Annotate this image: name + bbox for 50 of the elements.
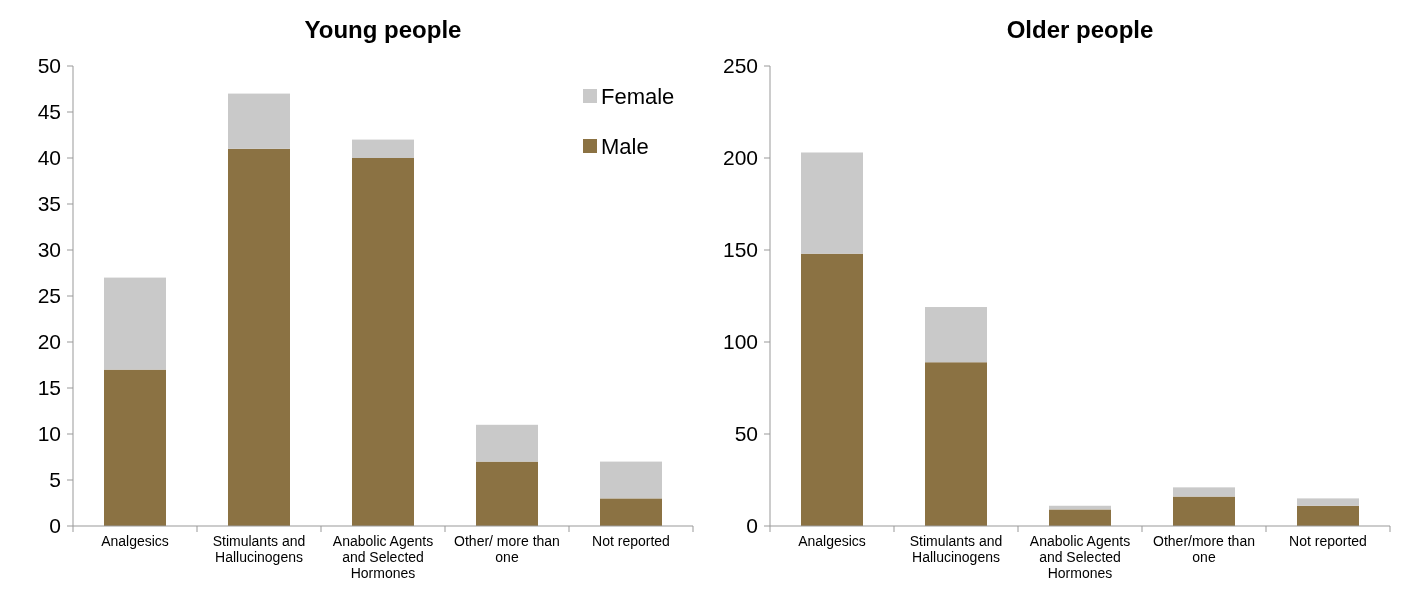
x-tick-label: Not reported	[1289, 533, 1367, 549]
y-tick-label: 150	[722, 238, 758, 262]
y-tick-label: 100	[722, 330, 758, 354]
bar	[352, 158, 414, 526]
bar	[1049, 509, 1111, 526]
y-tick-label: 25	[37, 284, 61, 308]
x-tick-label: Other/more than one	[1153, 533, 1255, 565]
bar	[600, 461, 662, 499]
legend-label: Male	[601, 133, 649, 159]
y-tick-label: 5	[49, 468, 61, 492]
y-tick-label: 20	[37, 330, 61, 354]
x-tick-label: Stimulants and Hallucinogens	[909, 533, 1003, 565]
bar	[1297, 505, 1359, 526]
y-tick-label: 0	[49, 514, 61, 538]
bar	[1173, 496, 1235, 526]
x-tick-label: Anabolic Agents and Selected Hormones	[332, 533, 434, 581]
bar	[925, 307, 987, 363]
bar	[476, 424, 538, 462]
chart-title: Young people	[304, 16, 462, 43]
legend-label: Female	[601, 83, 675, 109]
y-tick-label: 10	[37, 422, 61, 446]
bar	[801, 253, 863, 526]
x-tick-label: Stimulants and Hallucinogens	[212, 533, 306, 565]
bar	[228, 148, 290, 526]
y-tick-label: 30	[37, 238, 61, 262]
bar	[1297, 498, 1359, 506]
bar	[600, 498, 662, 526]
y-tick-label: 250	[722, 54, 758, 78]
bar	[925, 362, 987, 526]
x-tick-label: Other/ more than one	[454, 533, 560, 565]
y-tick-label: 200	[722, 146, 758, 170]
bar	[352, 139, 414, 158]
y-tick-label: 45	[37, 100, 61, 124]
x-tick-label: Analgesics	[798, 533, 866, 549]
y-tick-label: 40	[37, 146, 61, 170]
y-tick-label: 50	[734, 422, 758, 446]
bar	[228, 93, 290, 149]
bar	[104, 277, 166, 370]
bar	[104, 369, 166, 526]
chart-title: Older people	[1006, 16, 1154, 43]
x-tick-label: Not reported	[592, 533, 670, 549]
y-tick-label: 15	[37, 376, 61, 400]
x-tick-label: Anabolic Agents and Selected Hormones	[1029, 533, 1131, 581]
x-tick-label: Analgesics	[101, 533, 169, 549]
bar	[801, 152, 863, 254]
y-tick-label: 0	[746, 514, 758, 538]
y-tick-label: 35	[37, 192, 61, 216]
y-tick-label: 50	[37, 54, 61, 78]
bar	[1173, 487, 1235, 497]
bar	[476, 461, 538, 526]
